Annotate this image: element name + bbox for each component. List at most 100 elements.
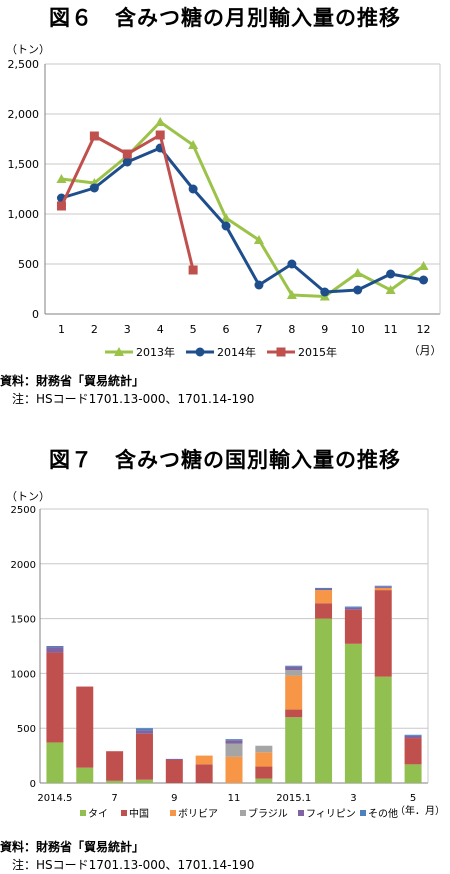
bar-segment-中国 bbox=[165, 759, 183, 783]
legend-label: フィリピン bbox=[306, 808, 356, 820]
x-tick-label: 3 bbox=[350, 793, 356, 804]
bar-segment-ボリビア bbox=[225, 756, 243, 783]
legend-label: 2014年 bbox=[217, 345, 256, 359]
data-point bbox=[286, 290, 297, 299]
legend-label: その他 bbox=[368, 807, 398, 820]
x-tick-label: 5 bbox=[190, 323, 197, 336]
bar-segment-中国 bbox=[344, 609, 362, 644]
bar-segment-フィリピン bbox=[374, 586, 392, 588]
data-point bbox=[353, 285, 363, 295]
x-tick-label: 10 bbox=[351, 323, 365, 336]
x-axis-unit: （年．月） bbox=[395, 804, 445, 817]
data-point bbox=[188, 140, 199, 149]
figure6-y-unit: （トン） bbox=[6, 43, 50, 56]
figure7-stacked-bar-chart: 0 500 1000 1500 2000 2500 2014.5 7 9 11 2015.1 3 5（年… bbox=[11, 505, 445, 820]
bar-segment-その他 bbox=[135, 728, 153, 731]
legend-marker bbox=[114, 347, 124, 356]
x-tick-label: 8 bbox=[288, 323, 295, 336]
data-point bbox=[418, 261, 429, 270]
bar-segment-中国 bbox=[404, 738, 422, 765]
figure6-notes: 資料：財務省「貿易統計」 注：HSコード1701.13-000、1701.14-… bbox=[0, 372, 254, 408]
y-tick-label: 1,000 bbox=[8, 208, 40, 221]
legend-label: タイ bbox=[88, 808, 108, 820]
series-line-2014年 bbox=[61, 146, 424, 294]
bar-segment-フィリピン bbox=[135, 730, 153, 734]
figure7-title: 図７ 含みつ糖の国別輸入量の推移 bbox=[49, 448, 401, 472]
figure6-source: 資料：財務省「貿易統計」 bbox=[0, 374, 145, 388]
data-point bbox=[188, 184, 198, 194]
y-tick-label: 2000 bbox=[11, 560, 36, 571]
bar-segment-中国 bbox=[46, 652, 64, 743]
data-point bbox=[155, 130, 165, 140]
figure6-title: 図６ 含みつ糖の月別輸入量の推移 bbox=[49, 6, 401, 30]
bar-segment-ブラジル bbox=[285, 670, 303, 676]
bar-segment-タイ bbox=[374, 676, 392, 783]
bar-segment-ブラジル bbox=[225, 743, 243, 757]
legend-swatch bbox=[121, 810, 127, 816]
x-tick-label: 11 bbox=[384, 323, 398, 336]
legend-label: ボリビア bbox=[178, 808, 218, 820]
bar-segment-中国 bbox=[255, 766, 273, 779]
data-point bbox=[385, 285, 396, 294]
bar-segment-その他 bbox=[374, 585, 392, 587]
data-point bbox=[254, 280, 264, 290]
x-tick-label: 4 bbox=[157, 323, 164, 336]
x-tick-label: 2015.1 bbox=[276, 793, 311, 804]
x-tick-label: 9 bbox=[171, 793, 177, 804]
legend-label: 中国 bbox=[129, 807, 149, 820]
y-tick-label: 0 bbox=[32, 308, 39, 321]
bar-segment-タイ bbox=[76, 767, 94, 783]
legend-swatch bbox=[170, 810, 176, 816]
data-point bbox=[386, 269, 396, 279]
y-tick-label: 1000 bbox=[11, 669, 36, 680]
bar-segment-ボリビア bbox=[255, 752, 273, 767]
bar-segment-タイ bbox=[404, 764, 422, 783]
bar-segment-ボリビア bbox=[315, 590, 333, 604]
bar-segment-フィリピン bbox=[225, 740, 243, 744]
bar-segment-タイ bbox=[315, 618, 333, 783]
legend-marker bbox=[276, 347, 286, 357]
legend-label: 2013年 bbox=[136, 345, 175, 359]
bar-segment-ボリビア bbox=[285, 675, 303, 710]
x-tick-label: 1 bbox=[58, 323, 65, 336]
x-tick-label: 5 bbox=[410, 793, 416, 804]
legend-label: ブラジル bbox=[248, 807, 288, 820]
data-point bbox=[122, 149, 132, 159]
bar-segment-フィリピン bbox=[404, 735, 422, 739]
x-tick-label: 2014.5 bbox=[37, 793, 72, 804]
x-tick-label: 12 bbox=[417, 323, 431, 336]
data-point bbox=[89, 131, 99, 141]
bar-segment-タイ bbox=[135, 779, 153, 783]
data-point bbox=[188, 265, 198, 275]
bar-segment-タイ bbox=[285, 717, 303, 783]
data-point bbox=[287, 259, 297, 269]
bar-segment-中国 bbox=[374, 590, 392, 677]
bar-segment-フィリピン bbox=[165, 758, 183, 760]
x-tick-label: 3 bbox=[124, 323, 131, 336]
bar-segment-中国 bbox=[76, 686, 94, 768]
bar-segment-タイ bbox=[46, 742, 64, 783]
y-tick-label: 2500 bbox=[11, 505, 36, 516]
x-tick-label: 7 bbox=[255, 323, 262, 336]
figure7-source: 資料：財務省「貿易統計」 bbox=[0, 840, 145, 854]
x-tick-label: 7 bbox=[111, 793, 117, 804]
data-point bbox=[320, 287, 330, 297]
x-tick-label: 2 bbox=[91, 323, 98, 336]
bar-segment-中国 bbox=[106, 751, 124, 781]
bar-segment-ブラジル bbox=[255, 745, 273, 753]
bar-segment-中国 bbox=[315, 603, 333, 619]
bar-segment-中国 bbox=[195, 764, 213, 783]
bar-segment-ボリビア bbox=[374, 587, 392, 591]
y-tick-label: 0 bbox=[30, 779, 36, 790]
data-point bbox=[352, 268, 363, 277]
data-point bbox=[155, 117, 166, 126]
bar-segment-中国 bbox=[135, 733, 153, 780]
bar-segment-その他 bbox=[404, 734, 422, 736]
bar-segment-その他 bbox=[344, 606, 362, 608]
data-point bbox=[221, 221, 231, 231]
y-tick-label: 500 bbox=[18, 258, 39, 271]
bar-segment-その他 bbox=[46, 646, 64, 648]
data-point bbox=[56, 174, 67, 183]
bar-segment-タイ bbox=[106, 780, 124, 783]
data-point bbox=[122, 157, 132, 167]
